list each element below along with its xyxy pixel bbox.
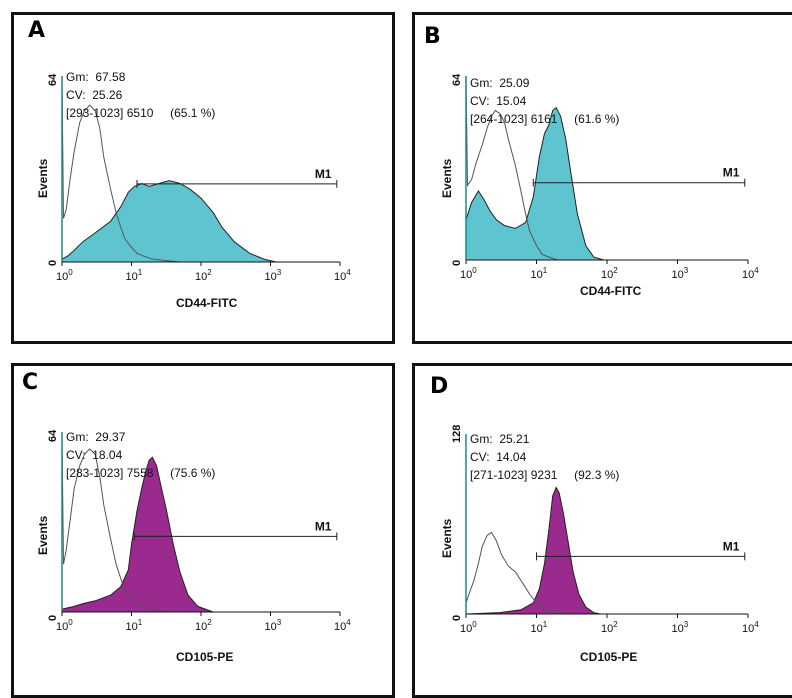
stat-gm: Gm: 25.09 — [470, 76, 530, 90]
stat-gm: Gm: 29.37 — [66, 430, 126, 444]
y-tick-zero: 0 — [451, 614, 463, 621]
stat-cv: CV: 18.04 — [66, 448, 123, 462]
control-histogram — [465, 531, 571, 615]
y-tick-max: 128 — [451, 424, 463, 443]
stat-region: [293-1023] 6510 (65.1 %) — [66, 106, 216, 120]
x-axis-label: CD44-FITC — [176, 296, 238, 310]
histogram-plot-c: 100 101 102 103 104 M1 — [56, 431, 351, 633]
y-axis-label: Events — [440, 158, 454, 198]
x-tick-exponent: 4 — [754, 266, 759, 275]
y-tick-zero: 0 — [47, 614, 59, 621]
gate-m1-label: M1 — [315, 519, 332, 533]
stained-histogram — [465, 106, 604, 261]
stat-region: [271-1023] 9231 (92.3 %) — [470, 468, 620, 482]
panel-letter-a: A — [28, 18, 46, 43]
x-tick-exponent: 3 — [277, 618, 282, 627]
y-axis-label: Events — [36, 515, 50, 555]
x-tick-exponent: 1 — [543, 620, 548, 629]
y-tick-zero: 0 — [47, 259, 59, 266]
y-tick-max: 64 — [47, 429, 59, 442]
x-tick-exponent: 4 — [346, 618, 351, 627]
x-tick-exponent: 1 — [543, 266, 548, 275]
panel-letter-c: C — [22, 370, 39, 395]
control-histogram — [465, 75, 558, 261]
control-histogram — [61, 431, 165, 613]
x-tick-exponent: 3 — [684, 266, 689, 275]
y-tick-max: 64 — [47, 73, 59, 86]
x-tick-exponent: 2 — [207, 268, 212, 277]
stat-gm: Gm: 67.58 — [66, 70, 126, 84]
gate-m1-label: M1 — [723, 166, 740, 180]
stat-cv: CV: 25.26 — [66, 88, 123, 102]
x-tick-exponent: 0 — [68, 618, 73, 627]
stat-cv: CV: 15.04 — [470, 94, 527, 108]
x-tick-exponent: 2 — [207, 618, 212, 627]
stat-region: [264-1023] 6161 (61.6 %) — [470, 112, 620, 126]
histogram-plot-d: 100 101 102 103 104 M1 — [460, 434, 759, 635]
y-axis-label: Events — [36, 158, 50, 198]
panel-d — [412, 363, 792, 698]
x-tick-exponent: 1 — [138, 618, 143, 627]
stat-cv: CV: 14.04 — [470, 450, 527, 464]
x-tick-exponent: 4 — [346, 268, 351, 277]
y-axis-label: Events — [440, 518, 454, 558]
stat-gm: Gm: 25.21 — [470, 432, 530, 446]
gate-m1-label: M1 — [315, 167, 332, 181]
y-tick-zero: 0 — [451, 259, 463, 266]
x-tick-exponent: 2 — [613, 620, 618, 629]
x-axis-label: CD44-FITC — [580, 284, 642, 298]
panel-letter-d: D — [430, 374, 449, 399]
panel-a — [11, 12, 395, 344]
x-tick-exponent: 0 — [472, 620, 477, 629]
panel-letter-b: B — [424, 24, 441, 49]
y-tick-max: 64 — [451, 73, 463, 86]
control-histogram — [61, 75, 181, 263]
stat-region: [283-1023] 7558 (75.6 %) — [66, 466, 216, 480]
stained-histogram — [61, 456, 214, 613]
stained-histogram — [465, 486, 601, 615]
x-tick-exponent: 3 — [684, 620, 689, 629]
panel-b — [412, 12, 792, 344]
stained-histogram — [61, 180, 277, 263]
gate-m1-label: M1 — [723, 539, 740, 553]
x-tick-exponent: 2 — [613, 266, 618, 275]
x-axis-label: CD105-PE — [176, 650, 234, 664]
x-tick-exponent: 3 — [277, 268, 282, 277]
x-axis-label: CD105-PE — [580, 650, 638, 664]
histogram-plot-a: 100 101 102 103 104 M1 — [56, 75, 351, 283]
x-tick-exponent: 0 — [68, 268, 73, 277]
x-tick-exponent: 4 — [754, 620, 759, 629]
x-tick-exponent: 1 — [138, 268, 143, 277]
x-tick-exponent: 0 — [472, 266, 477, 275]
panel-c — [11, 363, 395, 698]
